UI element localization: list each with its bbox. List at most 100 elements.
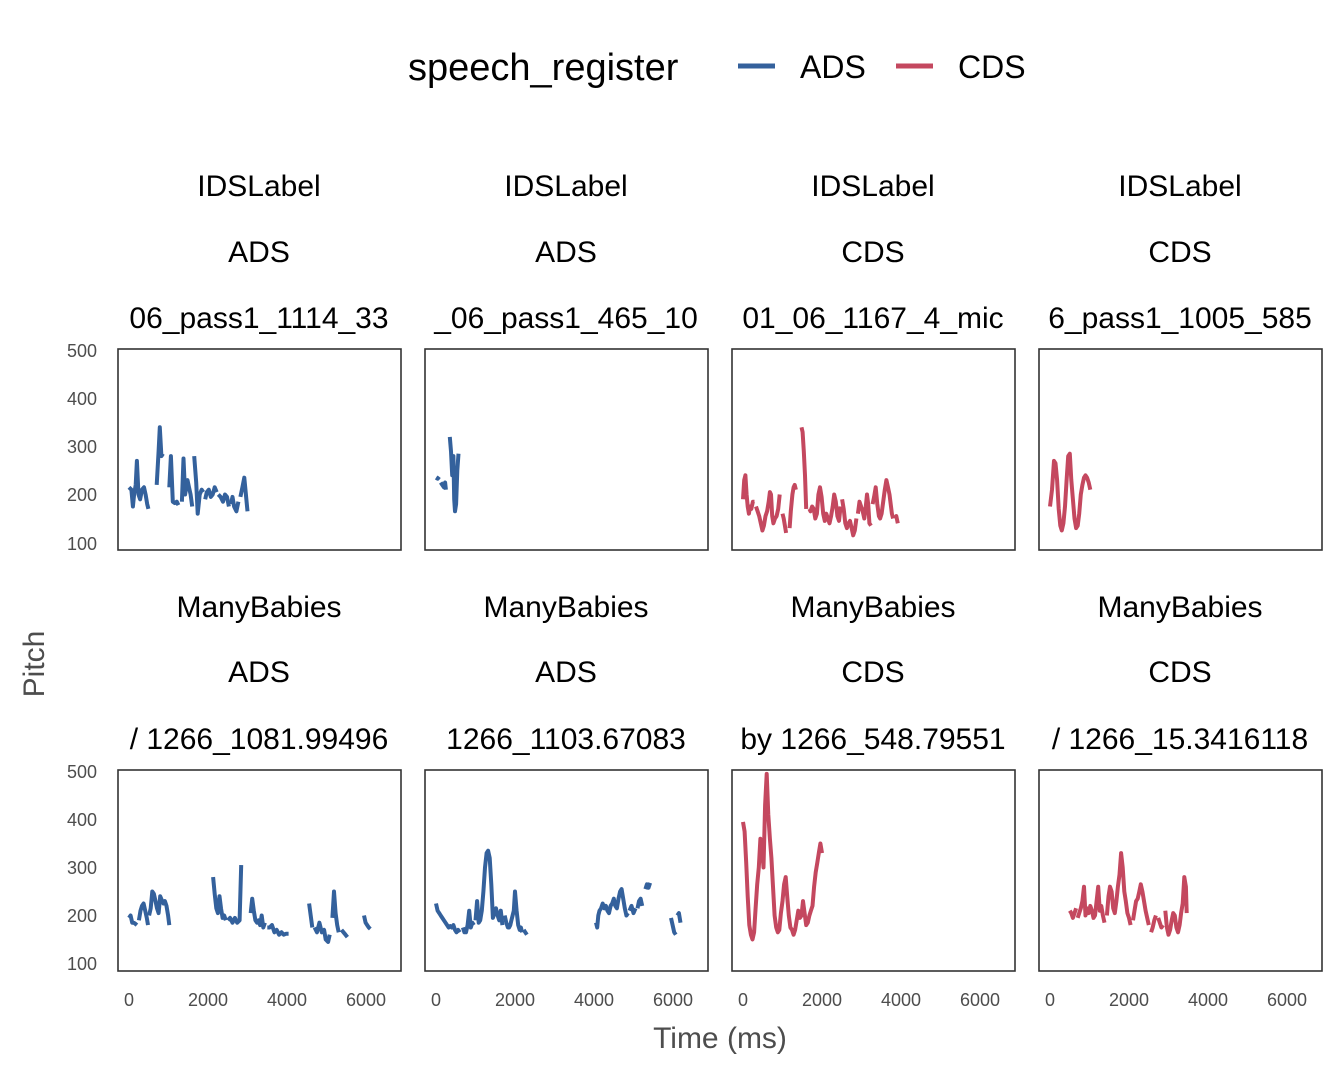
panel-frame <box>117 769 402 972</box>
panel-frame <box>731 348 1016 551</box>
y-tick-label: 500 <box>67 762 97 782</box>
x-tick-label: 6000 <box>346 990 386 1010</box>
pitch-line-ads <box>307 903 315 928</box>
strip-register-label: CDS <box>841 236 904 269</box>
panel-series-r0-c1 <box>434 436 461 514</box>
x-tick-label: 0 <box>1045 990 1055 1010</box>
pitch-line-ads <box>635 896 645 909</box>
facet-strip-r0-c3: IDSLabel CDS 6_pass1_1005_585 <box>1048 170 1312 335</box>
pitch-line-ads <box>147 889 172 926</box>
x-tick-label: 6000 <box>960 990 1000 1010</box>
pitch-line-cds <box>780 513 789 534</box>
pitch-line-ads <box>675 911 683 924</box>
pitch-line-cds <box>741 771 824 942</box>
pitch-line-cds <box>893 514 900 524</box>
strip-register-label: ADS <box>535 656 597 689</box>
x-axis-title: Time (ms) <box>653 1022 787 1055</box>
pitch-line-ads <box>136 901 150 926</box>
pitch-line-ads <box>439 480 448 490</box>
x-axis-ticks-col-3: 0 2000 4000 6000 <box>1045 990 1307 1010</box>
x-tick-label: 0 <box>431 990 441 1010</box>
pitch-line-ads <box>267 923 289 937</box>
strip-register-label: CDS <box>841 656 904 689</box>
strip-clip-label: _06_pass1_465_10 <box>433 302 698 335</box>
pitch-line-ads <box>473 848 505 926</box>
strip-dataset-label: IDSLabel <box>1118 170 1241 203</box>
pitch-line-ads <box>179 456 195 507</box>
panel-series-r1-c2 <box>741 771 824 942</box>
pitch-line-cds <box>807 485 843 526</box>
pitch-line-cds <box>799 426 809 509</box>
pitch-line-ads <box>434 475 441 481</box>
pitch-line-ads <box>127 458 151 510</box>
legend-label-cds: CDS <box>958 49 1026 85</box>
pitch-line-cds <box>840 498 859 538</box>
pitch-line-ads <box>594 887 630 930</box>
pitch-line-ads <box>643 882 652 890</box>
panel-series-r0-c0 <box>127 425 250 516</box>
x-tick-label: 4000 <box>574 990 614 1010</box>
strip-clip-label: 1266_1103.67083 <box>446 723 686 756</box>
pitch-line-ads <box>669 917 678 936</box>
pitch-line-cds <box>754 490 782 533</box>
y-tick-label: 400 <box>67 389 97 409</box>
facet-strip-r0-c2: IDSLabel CDS 01_06_1167_4_mic <box>742 170 1003 335</box>
series-layer <box>127 425 1189 944</box>
pitch-line-ads <box>362 915 372 931</box>
panel-series-r0-c2 <box>741 426 900 538</box>
x-tick-label: 4000 <box>881 990 921 1010</box>
legend-title: speech_register <box>408 47 679 89</box>
y-tick-label: 300 <box>67 437 97 457</box>
y-axis-ticks-row-1: 500 400 300 200 100 <box>67 762 97 974</box>
panel-frame <box>1038 769 1323 972</box>
facet-strip-r0-c0: IDSLabel ADS 06_pass1_1114_33 <box>129 170 388 335</box>
panel-frame <box>424 348 709 551</box>
facet-strip-r1-c0: ManyBabies ADS / 1266_1081.99496 <box>130 591 389 756</box>
pitch-line-ads <box>228 494 241 514</box>
y-axis-title: Pitch <box>18 631 51 698</box>
y-tick-label: 200 <box>67 485 97 505</box>
strip-register-label: ADS <box>228 236 290 269</box>
x-tick-label: 0 <box>124 990 134 1010</box>
pitch-line-ads <box>339 928 349 939</box>
strip-register-label: ADS <box>535 236 597 269</box>
pitch-line-ads <box>238 475 250 512</box>
pitch-line-ads <box>211 876 228 921</box>
pitch-line-cds <box>870 478 896 521</box>
facet-strip-r1-c1: ManyBabies ADS 1266_1103.67083 <box>446 591 686 756</box>
pitch-line-ads <box>167 454 181 506</box>
x-axis-ticks-col-1: 0 2000 4000 6000 <box>431 990 693 1010</box>
pitch-line-ads <box>312 920 332 944</box>
strip-dataset-label: ManyBabies <box>176 591 341 624</box>
pitch-line-ads <box>203 485 219 500</box>
x-tick-label: 4000 <box>1188 990 1228 1010</box>
pitch-line-cds <box>855 492 873 527</box>
pitch-line-ads <box>226 865 244 925</box>
panel-series-r0-c3 <box>1048 451 1093 533</box>
pitch-line-ads <box>502 889 525 933</box>
pitch-line-ads <box>192 455 205 516</box>
y-tick-label: 500 <box>67 341 97 361</box>
strip-clip-label: / 1266_1081.99496 <box>130 723 389 756</box>
x-tick-label: 2000 <box>802 990 842 1010</box>
x-tick-label: 4000 <box>267 990 307 1010</box>
pitch-line-ads <box>248 896 267 930</box>
pitch-line-ads <box>460 908 476 935</box>
y-tick-label: 300 <box>67 858 97 878</box>
x-tick-label: 2000 <box>188 990 228 1010</box>
pitch-line-cds <box>1156 917 1165 930</box>
x-tick-label: 2000 <box>1109 990 1149 1010</box>
y-tick-label: 100 <box>67 954 97 974</box>
pitch-line-cds <box>1149 914 1158 933</box>
facet-strip-r1-c3: ManyBabies CDS / 1266_15.3416118 <box>1052 591 1308 756</box>
y-tick-label: 100 <box>67 534 97 554</box>
x-tick-label: 6000 <box>1267 990 1307 1010</box>
panel-series-r1-c1 <box>434 848 683 936</box>
strip-clip-label: 01_06_1167_4_mic <box>742 302 1003 335</box>
x-tick-label: 6000 <box>653 990 693 1010</box>
strip-dataset-label: ManyBabies <box>790 591 955 624</box>
pitch-line-ads <box>434 903 462 935</box>
pitch-line-cds <box>1131 882 1151 926</box>
panel-frame <box>424 769 709 972</box>
